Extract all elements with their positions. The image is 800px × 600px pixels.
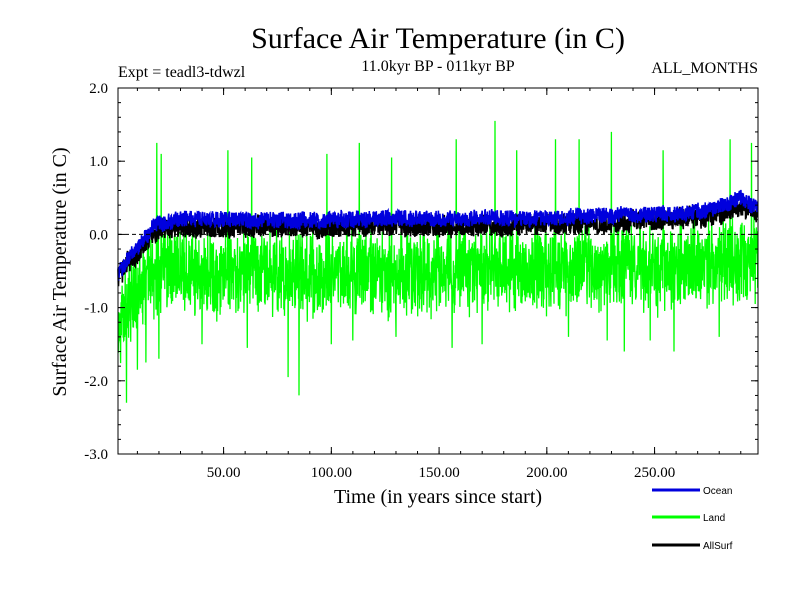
experiment-label: Expt = teadl3-tdwzl xyxy=(118,64,246,81)
series-line-land xyxy=(117,120,759,403)
legend: Ocean Land AllSurf xyxy=(652,486,733,552)
legend-label-land: Land xyxy=(703,513,725,524)
y-tick-label: -1.0 xyxy=(84,301,108,317)
y-axis-label: Surface Air Temperature (in C) xyxy=(49,147,71,396)
y-tick-label: 1.0 xyxy=(89,154,108,170)
y-tick-label: -3.0 xyxy=(84,447,108,463)
y-tick-label: 2.0 xyxy=(89,81,108,97)
x-tick-label: 150.00 xyxy=(418,465,459,481)
chart-title: Surface Air Temperature (in C) xyxy=(251,22,625,55)
y-tick-label: -2.0 xyxy=(84,374,108,390)
series-line-ocean xyxy=(117,189,759,281)
x-tick-label: 100.00 xyxy=(311,465,352,481)
legend-label-ocean: Ocean xyxy=(703,486,732,497)
plot-frame xyxy=(117,87,759,455)
x-tick-label: 50.00 xyxy=(207,465,241,481)
period-label: 11.0kyr BP - 011kyr BP xyxy=(361,58,514,75)
x-tick-label: 200.00 xyxy=(526,465,567,481)
x-tick-label: 250.00 xyxy=(634,465,675,481)
x-axis-label: Time (in years since start) xyxy=(334,486,542,508)
months-label: ALL_MONTHS xyxy=(651,60,758,77)
legend-label-allsurf: AllSurf xyxy=(703,541,733,552)
series-layer xyxy=(117,120,759,403)
tick-layer: 2.0 1.0 0.0 -1.0 -2.0 -3.0 50.00 100.00 150.00 20… xyxy=(84,81,758,481)
y-tick-label: 0.0 xyxy=(89,227,108,243)
